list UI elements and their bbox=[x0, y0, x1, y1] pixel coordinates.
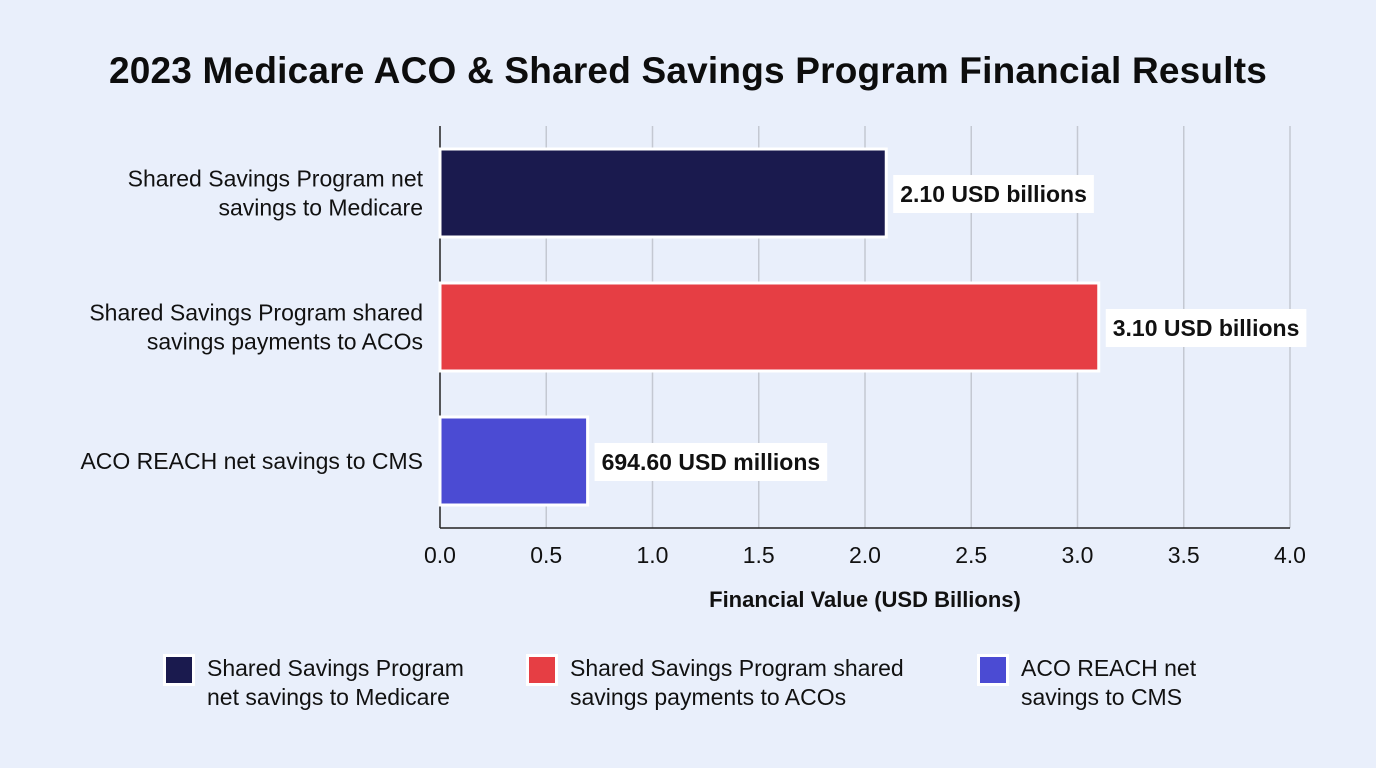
x-tick-label: 4.0 bbox=[1274, 542, 1306, 568]
legend-swatch bbox=[977, 654, 1009, 686]
legend-item-aco-reach: ACO REACH net savings to CMS bbox=[977, 654, 1196, 712]
x-axis-label: Financial Value (USD Billions) bbox=[709, 587, 1021, 612]
x-tick-label: 1.0 bbox=[637, 542, 669, 568]
y-tick-label: ACO REACH net savings to CMS bbox=[80, 448, 423, 474]
y-tick-label: Shared Savings Program net bbox=[128, 166, 424, 192]
bar bbox=[438, 147, 888, 239]
data-label-background bbox=[1105, 309, 1307, 347]
x-tick-label: 2.0 bbox=[849, 542, 881, 568]
legend-label-line: Shared Savings Program shared bbox=[570, 655, 904, 681]
legend-label: ACO REACH net savings to CMS bbox=[1021, 654, 1196, 712]
data-label-background bbox=[893, 175, 1094, 213]
y-tick-label: savings payments to ACOs bbox=[147, 329, 423, 355]
x-tick-label: 3.0 bbox=[1062, 542, 1094, 568]
legend-label: Shared Savings Program shared savings pa… bbox=[570, 654, 904, 712]
data-label: 694.60 USD millions bbox=[602, 449, 821, 475]
legend-label-line: Shared Savings Program bbox=[207, 655, 464, 681]
y-tick-label: Shared Savings Program shared bbox=[89, 300, 423, 326]
x-tick-label: 3.5 bbox=[1168, 542, 1200, 568]
x-tick-label: 2.5 bbox=[955, 542, 987, 568]
legend-swatch bbox=[526, 654, 558, 686]
legend-label-line: savings payments to ACOs bbox=[570, 684, 847, 710]
legend-label: Shared Savings Program net savings to Me… bbox=[207, 654, 464, 712]
x-tick-label: 0.0 bbox=[424, 542, 456, 568]
legend-item-ssp-net-savings: Shared Savings Program net savings to Me… bbox=[163, 654, 464, 712]
legend-label-line: ACO REACH net bbox=[1021, 655, 1197, 681]
legend-swatch bbox=[163, 654, 195, 686]
legend-label-line: net savings to Medicare bbox=[207, 684, 450, 710]
data-label: 3.10 USD billions bbox=[1113, 315, 1300, 341]
chart-title: 2023 Medicare ACO & Shared Savings Progr… bbox=[108, 50, 1268, 91]
data-label: 2.10 USD billions bbox=[900, 181, 1087, 207]
x-tick-label: 0.5 bbox=[530, 542, 562, 568]
x-tick-label: 1.5 bbox=[743, 542, 775, 568]
bar-chart-plot: 0.0 0.5 1.0 1.5 2.0 2.5 3.0 3.5 4.0 Shared Saving… bbox=[80, 126, 1307, 568]
bar bbox=[438, 415, 590, 507]
legend: Shared Savings Program net savings to Me… bbox=[0, 650, 1376, 720]
legend-label-line: savings to CMS bbox=[1021, 684, 1183, 710]
data-label-background bbox=[594, 443, 828, 481]
legend-item-ssp-shared-payments: Shared Savings Program shared savings pa… bbox=[526, 654, 904, 712]
bar bbox=[438, 281, 1101, 373]
y-tick-label: savings to Medicare bbox=[218, 195, 423, 221]
